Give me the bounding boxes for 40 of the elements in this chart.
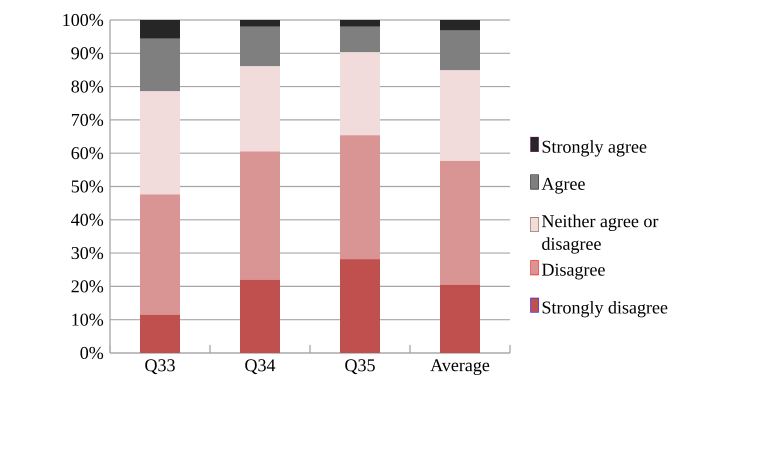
y-tick-label: 60% xyxy=(72,147,104,160)
y-tick-label: 70% xyxy=(72,114,104,126)
legend-label: Strongly agree xyxy=(542,140,646,157)
bar xyxy=(240,152,280,280)
x-tick-label: Q33 xyxy=(145,359,175,374)
y-tick-label: 20% xyxy=(72,280,104,292)
legend-label: Neither agree or disagree xyxy=(542,214,658,254)
bar xyxy=(440,70,480,161)
bar xyxy=(340,26,380,52)
bar xyxy=(140,20,180,39)
bar xyxy=(440,30,480,70)
bar xyxy=(140,38,180,92)
x-tick-label: Q34 xyxy=(245,359,276,374)
legend-label: Disagree xyxy=(542,264,605,280)
bar xyxy=(240,66,280,152)
x-tick-label: Average xyxy=(430,359,490,376)
bar xyxy=(140,91,180,194)
bar xyxy=(340,135,380,260)
y-tick-label: 50% xyxy=(72,180,104,193)
bar xyxy=(440,284,480,353)
legend-label: Strongly disagree xyxy=(542,300,668,318)
x-tick-label: Q35 xyxy=(345,359,375,374)
y-tick-label: 80% xyxy=(71,80,104,93)
bar xyxy=(440,20,480,30)
bar xyxy=(340,20,380,27)
y-tick-label: 90% xyxy=(71,47,104,60)
y-tick-label: 10% xyxy=(72,314,104,326)
bar xyxy=(240,280,280,353)
legend-label: Agree xyxy=(542,178,585,194)
y-tick-label: 100% xyxy=(63,14,104,26)
bar xyxy=(440,160,480,285)
bar xyxy=(140,314,180,353)
bar xyxy=(240,26,280,66)
bar xyxy=(340,52,380,136)
y-tick-label: 30% xyxy=(72,246,104,260)
bar xyxy=(140,194,180,315)
y-tick-label: 0% xyxy=(80,346,104,360)
bar xyxy=(340,259,380,353)
y-tick-label: 40% xyxy=(71,214,104,226)
bar xyxy=(240,20,280,27)
